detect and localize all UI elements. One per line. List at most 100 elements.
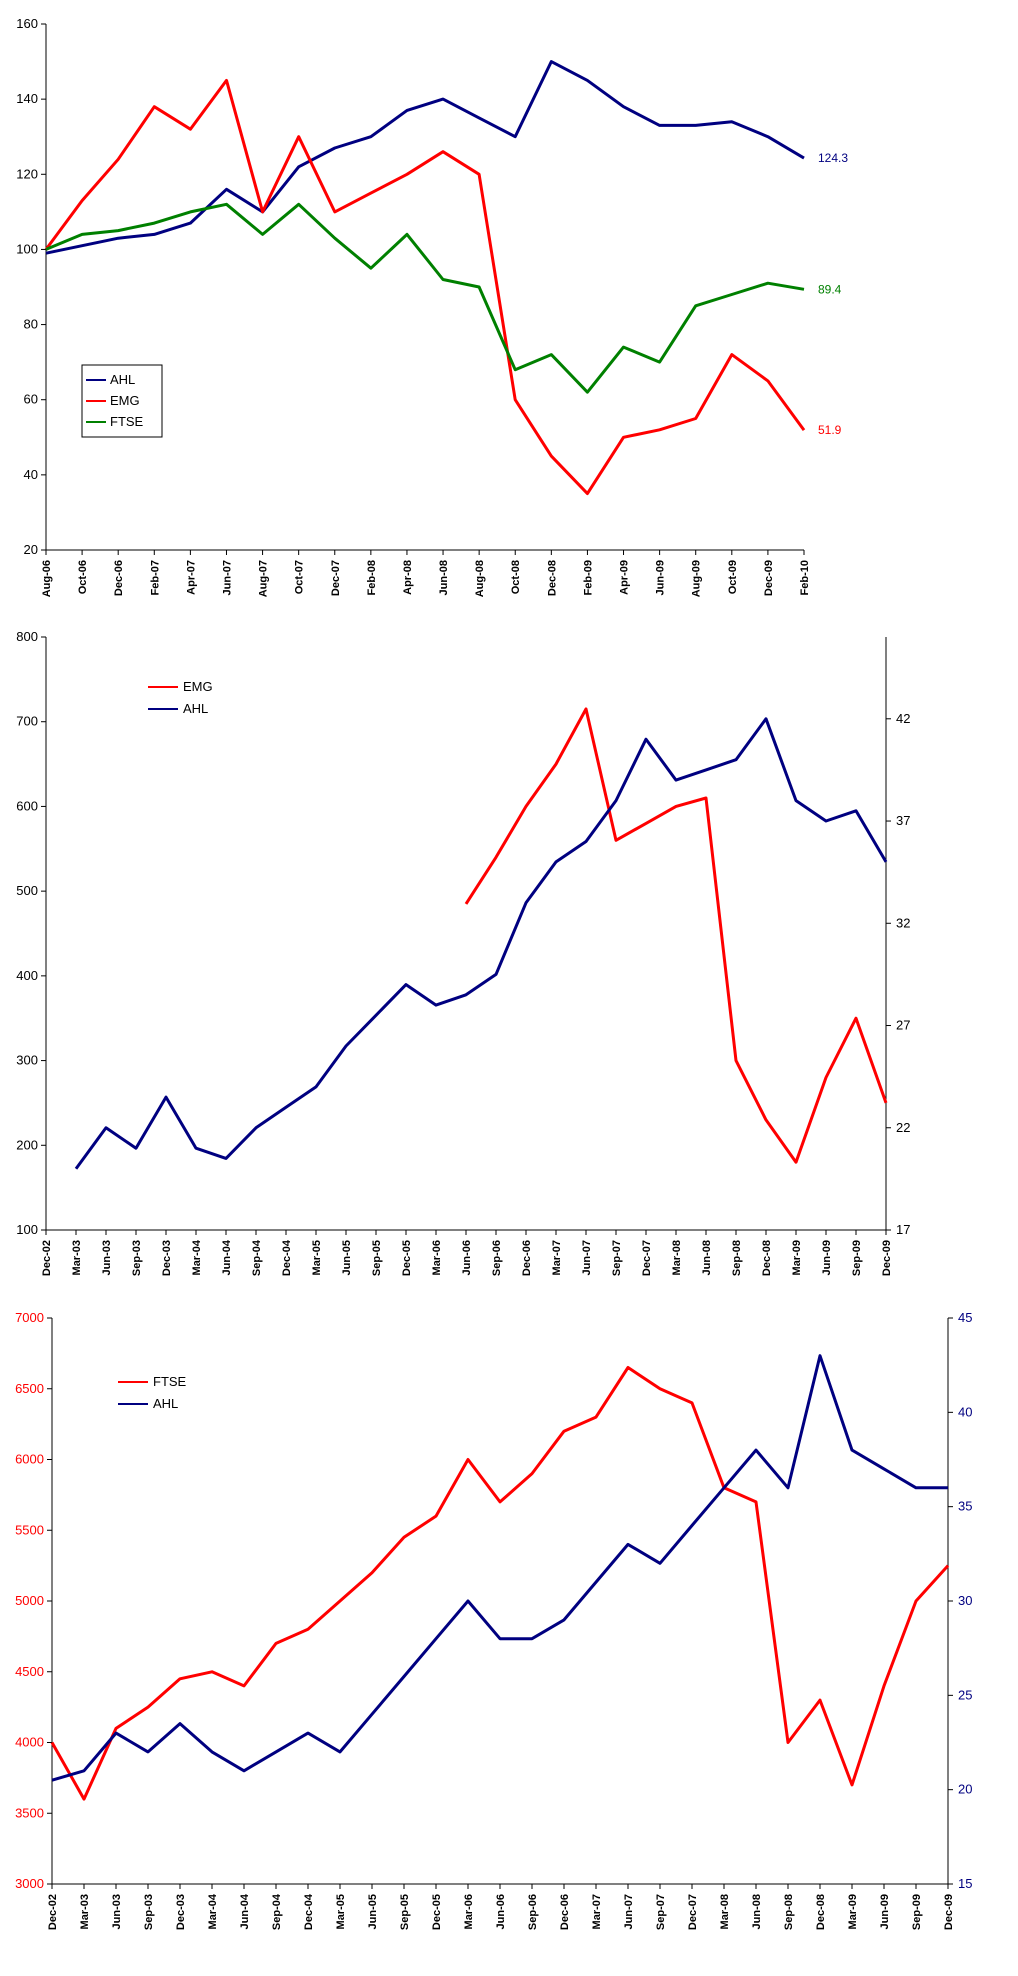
x-tick-label: Mar-03 xyxy=(79,1894,91,1929)
x-tick-label: Dec-09 xyxy=(881,1240,893,1276)
y-tick-label: 140 xyxy=(16,91,38,106)
y-right-tick-label: 35 xyxy=(958,1499,972,1514)
x-tick-label: Jun-05 xyxy=(341,1240,353,1275)
x-tick-label: Sep-08 xyxy=(731,1240,743,1276)
x-tick-label: Sep-03 xyxy=(143,1894,155,1930)
x-tick-label: Aug-09 xyxy=(691,560,703,597)
bottom-plot-area: 3000 3500 4000 4500 5000 5500 6000 6500 7000 15 20… xyxy=(15,1310,972,1930)
x-tick-label: Sep-04 xyxy=(251,1239,263,1276)
x-tick-label: Sep-05 xyxy=(371,1240,383,1276)
y-tick-label: 3000 xyxy=(15,1876,44,1891)
chart-bottom: 3000 3500 4000 4500 5000 5500 6000 6500 7000 15 20… xyxy=(15,1310,972,1930)
x-tick-label: Jun-08 xyxy=(701,1240,713,1275)
x-tick-label: Mar-04 xyxy=(191,1239,203,1275)
x-tick-label: Feb-07 xyxy=(149,560,161,595)
y-right-tick-label: 30 xyxy=(958,1593,972,1608)
x-tick-label: Mar-09 xyxy=(791,1240,803,1275)
y-tick-label: 20 xyxy=(24,542,38,557)
x-tick-label: Aug-06 xyxy=(41,560,53,597)
x-tick-label: Dec-07 xyxy=(330,560,342,596)
x-tick-label: Jun-09 xyxy=(879,1894,891,1929)
series-line-ahl xyxy=(45,60,805,255)
x-tick-label: Apr-09 xyxy=(619,560,631,595)
legend-bottom: FTSE AHL xyxy=(118,1374,187,1411)
x-tick-label: Sep-06 xyxy=(491,1240,503,1276)
x-tick-label: Mar-09 xyxy=(847,1894,859,1929)
x-tick-label: Dec-02 xyxy=(41,1240,53,1276)
x-tick-label: Dec-05 xyxy=(431,1894,443,1930)
legend-top: AHL EMG FTSE xyxy=(81,364,163,438)
y-right-tick-label: 37 xyxy=(896,813,910,828)
x-tick-label: Oct-07 xyxy=(294,560,306,594)
x-tick-label: Dec-04 xyxy=(281,1239,293,1276)
y-tick-label: 60 xyxy=(24,392,38,407)
x-tick-label: Mar-05 xyxy=(335,1894,347,1929)
y-right-tick-label: 15 xyxy=(958,1876,972,1891)
y-tick-label: 80 xyxy=(24,317,38,332)
x-tick-label: Apr-07 xyxy=(185,560,197,595)
y-right-tick-label: 25 xyxy=(958,1687,972,1702)
y-tick-label: 160 xyxy=(16,16,38,31)
y-right-tick-label: 42 xyxy=(896,711,910,726)
x-tick-label: Jun-08 xyxy=(438,560,450,595)
y-right-tick-label: 32 xyxy=(896,915,910,930)
x-tick-label: Dec-05 xyxy=(401,1240,413,1276)
y-tick-label: 6000 xyxy=(15,1452,44,1467)
x-tick-label: Mar-04 xyxy=(207,1893,219,1929)
y-tick-label: 400 xyxy=(16,968,38,983)
x-tick-label: Mar-06 xyxy=(431,1240,443,1275)
x-tick-label: Mar-03 xyxy=(71,1240,83,1275)
x-tick-label: Sep-04 xyxy=(271,1893,283,1930)
x-tick-label: Sep-05 xyxy=(399,1894,411,1930)
legend-middle: EMG AHL xyxy=(148,679,213,716)
y-tick-label: 500 xyxy=(16,883,38,898)
x-tick-label: Dec-04 xyxy=(303,1893,315,1930)
chart-top: 20 40 60 80 100 120 140 160 Aug-06 Oct-06 Dec-06 Fe… xyxy=(16,16,848,597)
y-right-tick-label: 45 xyxy=(958,1310,972,1325)
x-tick-label: Jun-06 xyxy=(495,1894,507,1929)
x-tick-label: Jun-07 xyxy=(581,1240,593,1275)
x-tick-label: Jun-07 xyxy=(623,1894,635,1929)
x-tick-label: Dec-02 xyxy=(47,1894,59,1930)
x-tick-label: Mar-07 xyxy=(551,1240,563,1275)
x-tick-label: Dec-08 xyxy=(761,1240,773,1276)
x-tick-label: Dec-06 xyxy=(113,560,125,596)
y-tick-label: 200 xyxy=(16,1137,38,1152)
series-line-emg xyxy=(464,707,888,1164)
y-tick-label: 600 xyxy=(16,798,38,813)
legend-label-emg: EMG xyxy=(110,393,140,408)
y-tick-label: 4500 xyxy=(15,1664,44,1679)
legend-label-ftse: FTSE xyxy=(110,414,144,429)
x-tick-label: Dec-07 xyxy=(687,1894,699,1930)
x-tick-label: Mar-05 xyxy=(311,1240,323,1275)
x-tick-label: Sep-09 xyxy=(911,1894,923,1930)
x-tick-label: Aug-08 xyxy=(474,560,486,597)
y-right-tick-label: 22 xyxy=(896,1120,910,1135)
x-tick-label: Jun-04 xyxy=(239,1893,251,1929)
x-tick-label: Dec-06 xyxy=(559,1894,571,1930)
y-tick-label: 3500 xyxy=(15,1805,44,1820)
series-line-ahl xyxy=(74,717,888,1170)
y-tick-label: 800 xyxy=(16,630,38,644)
legend-label-ahl: AHL xyxy=(153,1396,178,1411)
x-tick-label: Oct-08 xyxy=(510,560,522,594)
legend-label-emg: EMG xyxy=(183,679,213,694)
series-line-ahl xyxy=(51,1354,948,1782)
y-right-tick-label: 27 xyxy=(896,1018,910,1033)
x-tick-label: Dec-08 xyxy=(815,1894,827,1930)
chart-middle: 100 200 300 400 500 600 700 800 17 22 27 32 37 42 Dec-… xyxy=(16,630,910,1276)
x-tick-label: Oct-09 xyxy=(727,560,739,594)
x-tick-label: Oct-06 xyxy=(77,560,89,594)
middle-plot-area: 100 200 300 400 500 600 700 800 17 22 27 32 37 42 Dec-… xyxy=(16,630,910,1276)
x-tick-label: Dec-08 xyxy=(546,560,558,596)
x-tick-label: Jun-09 xyxy=(821,1240,833,1275)
x-tick-label: Jun-07 xyxy=(221,560,233,595)
x-tick-label: Apr-08 xyxy=(402,560,414,595)
x-tick-label: Sep-08 xyxy=(783,1894,795,1930)
x-tick-label: Jun-06 xyxy=(461,1240,473,1275)
x-tick-label: Mar-06 xyxy=(463,1894,475,1929)
end-label-emg: 51.9 xyxy=(818,423,842,437)
x-tick-label: Feb-09 xyxy=(582,560,594,595)
x-tick-label: Mar-08 xyxy=(671,1240,683,1275)
x-tick-label: Dec-06 xyxy=(521,1240,533,1276)
